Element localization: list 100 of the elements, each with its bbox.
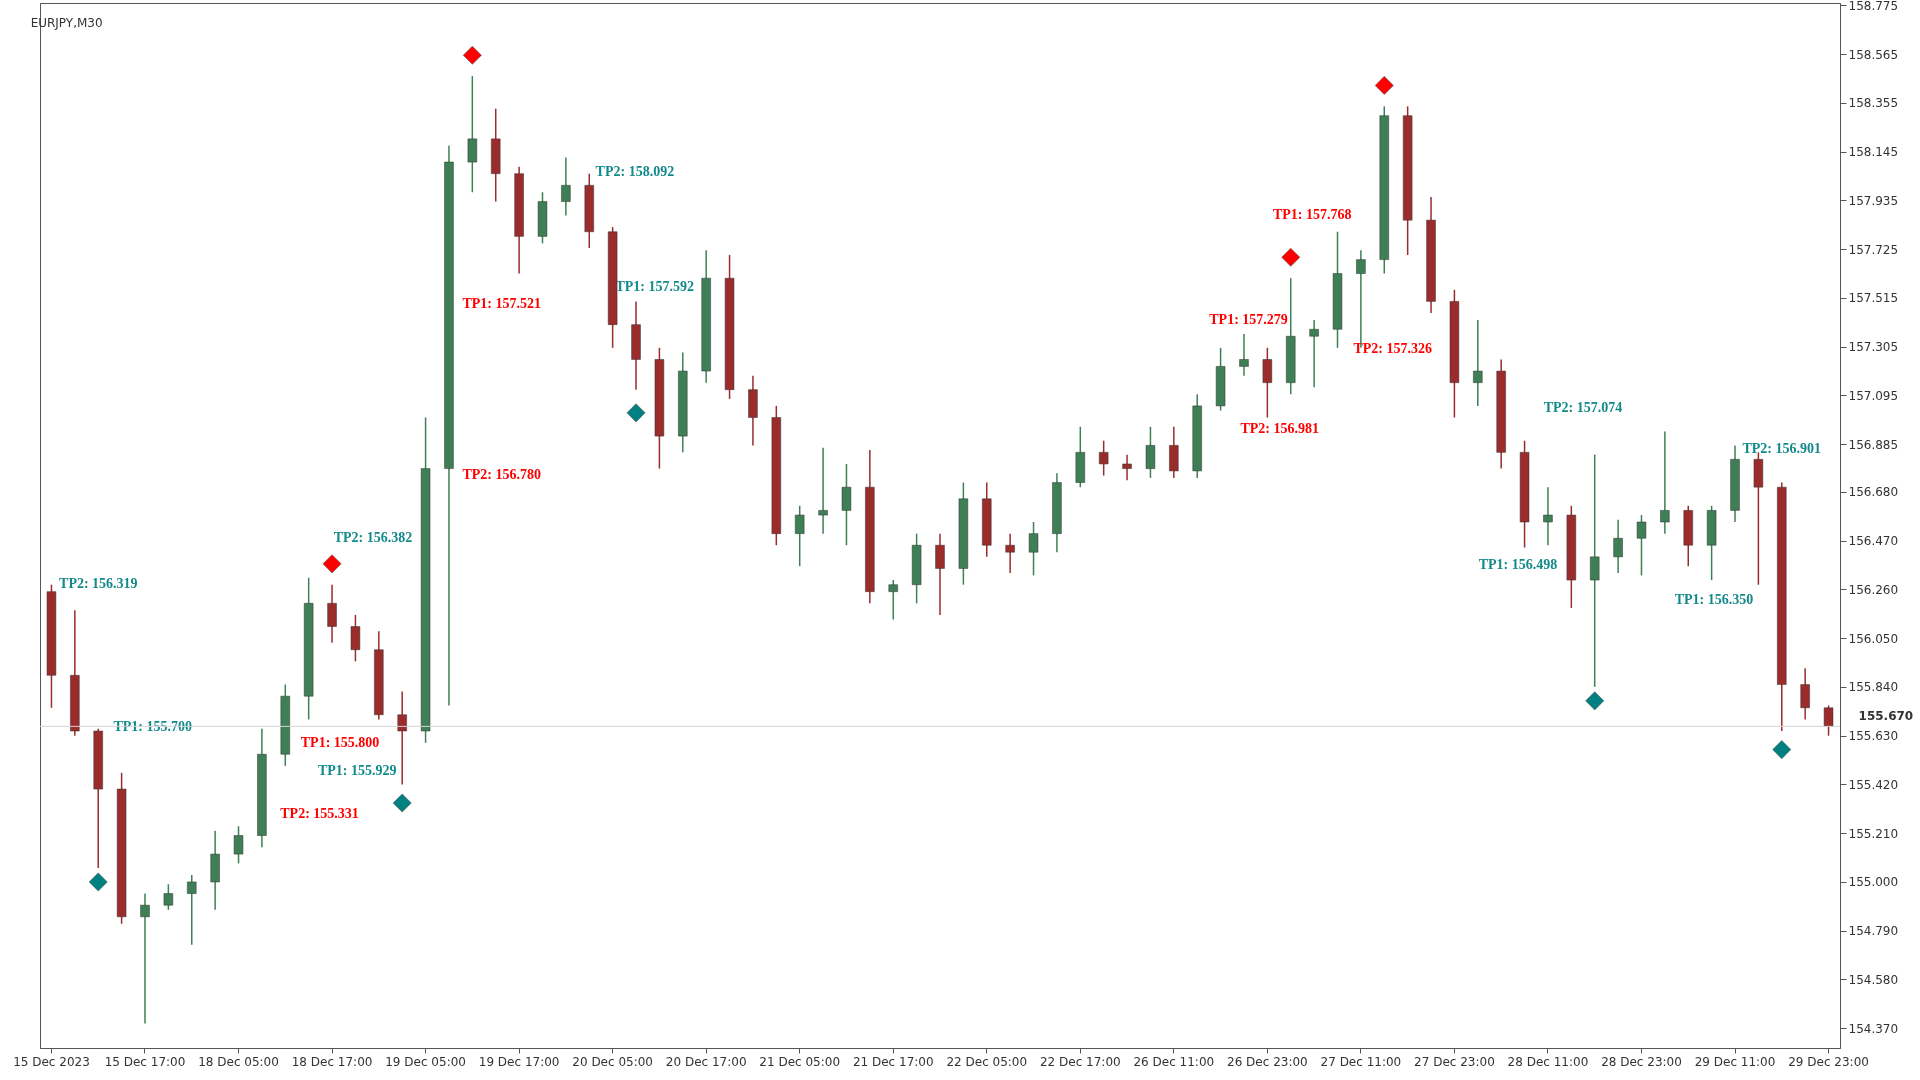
- x-tick-label: 15 Dec 17:00: [104, 1054, 186, 1069]
- annotation: TP2: 155.331: [280, 805, 359, 821]
- y-tick-label: 154.580: [1848, 972, 1899, 987]
- y-tick-label: 157.095: [1848, 388, 1899, 403]
- point: [88, 872, 108, 892]
- x-tick-label: 29 Dec 23:00: [1788, 1054, 1869, 1069]
- candlestick: [140, 892, 150, 1025]
- point: [1772, 740, 1792, 759]
- y-tick-label: 156.050: [1848, 631, 1899, 646]
- annotation: TP1: 155.929: [317, 763, 397, 779]
- x-tick-label: 20 Dec 05:00: [572, 1054, 653, 1069]
- candlestick: [163, 883, 174, 911]
- candlestick: [1636, 514, 1647, 577]
- annotation: TP2: 158.092: [595, 163, 675, 179]
- x-tick-label: 18 Dec 05:00: [198, 1054, 279, 1069]
- candlestick: [1800, 667, 1810, 721]
- y-tick-label: 157.515: [1848, 291, 1899, 306]
- x-tick-label: 15 Dec 2023: [13, 1054, 90, 1069]
- point: [1281, 247, 1301, 267]
- annotation: TP2: 156.981: [1240, 421, 1319, 437]
- y-tick-label: 156.680: [1848, 485, 1899, 500]
- candlestick: [818, 446, 828, 535]
- y-tick-label: 157.305: [1848, 340, 1899, 355]
- annotation: TP1: 155.700: [113, 719, 192, 735]
- point: [626, 403, 646, 423]
- y-tick-label: 156.885: [1848, 437, 1899, 452]
- candlestick: [1590, 453, 1600, 688]
- y-tick-label: 157.935: [1848, 193, 1899, 208]
- annotation: TP1: 156.498: [1478, 557, 1558, 573]
- candlestick: [1309, 319, 1319, 389]
- candlestick: [1239, 333, 1249, 377]
- y-tick-label: 155.420: [1848, 777, 1899, 792]
- candlestick: [935, 532, 945, 616]
- x-tick-label: 19 Dec 05:00: [385, 1054, 466, 1069]
- annotation: TP2: 156.319: [59, 575, 138, 591]
- annotation: TP1: 157.592: [615, 279, 694, 295]
- annotation: TP1: 157.521: [462, 296, 541, 312]
- x-tick-label: 20 Dec 17:00: [665, 1054, 747, 1069]
- x-tick-label: 28 Dec 11:00: [1507, 1054, 1589, 1069]
- candlestick: [561, 156, 571, 217]
- candlestick: [327, 583, 337, 644]
- annotation: TP2: 156.780: [462, 466, 541, 482]
- y-tick-label: 158.775: [1848, 0, 1899, 13]
- y-tick-label: 158.565: [1848, 47, 1899, 62]
- x-tick-label: 29 Dec 11:00: [1694, 1054, 1776, 1069]
- y-tick-label: 155.000: [1848, 875, 1899, 890]
- x-tick-label: 22 Dec 05:00: [946, 1054, 1028, 1069]
- x-tick-label: 28 Dec 23:00: [1601, 1054, 1682, 1069]
- y-tick-label: 157.725: [1848, 242, 1899, 257]
- annotation: TP1: 157.279: [1209, 312, 1288, 328]
- y-tick-label: 158.145: [1848, 145, 1899, 160]
- candlestick: [1098, 439, 1109, 477]
- candlestick: [1122, 453, 1132, 481]
- candlestick: [1005, 532, 1015, 574]
- candlestick: [1660, 430, 1670, 535]
- candlestick: [350, 614, 361, 663]
- x-tick-label: 18 Dec 17:00: [291, 1054, 373, 1069]
- y-tick-label: 155.840: [1848, 680, 1899, 695]
- point: [1585, 691, 1605, 711]
- candlestick: [841, 463, 852, 546]
- ref-line-label: 155.670: [1858, 709, 1914, 724]
- y-tick-label: 154.370: [1848, 1021, 1899, 1036]
- annotation: TP2: 157.326: [1353, 341, 1432, 357]
- y-tick-label: 154.790: [1848, 924, 1899, 939]
- y-tick-label: 156.470: [1848, 534, 1899, 549]
- candlestick: [233, 825, 244, 865]
- annotation: TP2: 157.074: [1543, 399, 1623, 415]
- candlestick: [888, 579, 898, 621]
- y-tick-label: 158.355: [1848, 96, 1899, 111]
- annotation: TP2: 156.382: [333, 530, 413, 546]
- annotation: TP1: 157.768: [1272, 206, 1352, 222]
- point: [392, 793, 412, 813]
- x-tick-label: 26 Dec 11:00: [1133, 1054, 1215, 1069]
- annotation: TP1: 155.800: [300, 734, 380, 750]
- point: [462, 45, 482, 65]
- y-tick-label: 155.630: [1848, 729, 1899, 744]
- y-tick-label: 156.260: [1848, 582, 1899, 597]
- candlestick: [1543, 486, 1553, 546]
- annotation: TP2: 156.901: [1742, 440, 1821, 456]
- candlestick: [1262, 347, 1273, 419]
- candlestick: [1613, 518, 1623, 574]
- x-tick-label: 21 Dec 17:00: [852, 1054, 934, 1069]
- annotation: TP1: 156.350: [1674, 591, 1754, 607]
- y-tick-label: 155.210: [1848, 826, 1899, 841]
- candlestick: [1145, 426, 1156, 479]
- candlestick: [1473, 319, 1483, 407]
- x-tick-label: 19 Dec 17:00: [478, 1054, 560, 1069]
- x-tick-label: 27 Dec 11:00: [1320, 1054, 1402, 1069]
- candlestick: [397, 690, 407, 786]
- candlestick: [795, 505, 805, 567]
- candlestick: [467, 75, 478, 194]
- x-tick-label: 22 Dec 17:00: [1039, 1054, 1121, 1069]
- point: [1374, 76, 1394, 95]
- x-tick-label: 27 Dec 23:00: [1414, 1054, 1495, 1069]
- candlestick: [1028, 521, 1039, 577]
- x-tick-label: 21 Dec 05:00: [759, 1054, 841, 1069]
- candlestick: [1823, 704, 1834, 737]
- x-tick-label: 26 Dec 23:00: [1227, 1054, 1308, 1069]
- point: [322, 554, 342, 574]
- candlestick: [187, 874, 197, 946]
